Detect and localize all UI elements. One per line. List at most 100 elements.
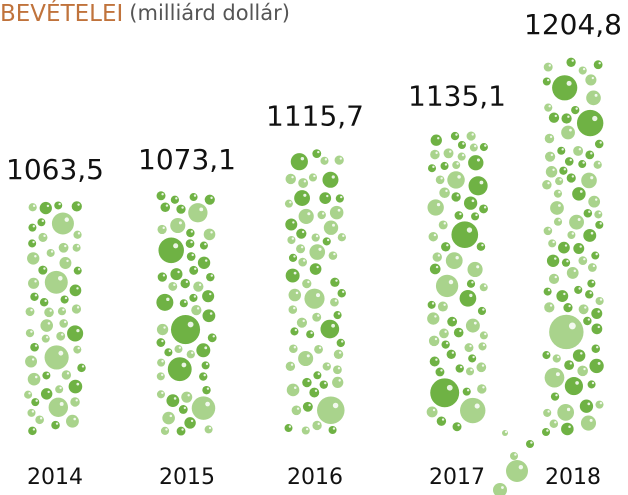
bubble-shine (212, 335, 215, 338)
bubble (311, 233, 320, 242)
bubble-shine (205, 362, 209, 366)
bubble-shine (209, 312, 213, 315)
bubble-shine (431, 302, 435, 305)
bubble (302, 377, 312, 388)
bubble (447, 316, 458, 327)
bubble-shine (292, 221, 295, 224)
bubble-shine (59, 402, 64, 406)
bubble-shine (162, 226, 165, 230)
bubble (435, 367, 445, 377)
bubble (328, 251, 338, 260)
bubble-shine (210, 231, 213, 234)
bubble (298, 350, 314, 367)
bubble (207, 333, 217, 343)
bubble-shine (466, 227, 473, 233)
bubble (542, 180, 552, 190)
bubble-shine (583, 367, 586, 371)
bubble-shine (203, 373, 206, 377)
bubble-shine (165, 204, 169, 207)
bubble (54, 201, 63, 210)
bubble (432, 252, 442, 262)
bubble-shine (597, 162, 601, 165)
bubble (69, 284, 82, 297)
bubble (296, 228, 307, 239)
bubble-shine (435, 358, 438, 361)
bubble-shine (556, 355, 560, 359)
bubble-shine (77, 203, 80, 206)
bubble-shine (589, 418, 593, 422)
value-label: 1115,7 (266, 99, 364, 132)
bubble-shine (288, 425, 292, 428)
bubble-shine (597, 361, 601, 365)
bubble-shine (434, 337, 438, 341)
bubble-shine (166, 297, 170, 302)
bubble-shine (318, 346, 322, 350)
bubble (61, 370, 72, 380)
bubble-shine (599, 401, 603, 405)
bubble-column (156, 191, 217, 436)
bubble-shine (161, 360, 164, 363)
bubble-shine (32, 240, 35, 244)
bubble-column (426, 131, 488, 432)
bubble (440, 161, 449, 171)
bubble-shine (58, 350, 64, 356)
bubble (451, 221, 479, 249)
bubble (544, 367, 565, 388)
bubble (428, 231, 438, 242)
bubble-shine (472, 355, 475, 359)
bubble-shine (433, 233, 437, 237)
bubble (460, 397, 486, 424)
bubble-shine (435, 265, 439, 269)
bubble (28, 426, 37, 436)
bubble-shine (470, 368, 473, 372)
bubble (462, 387, 471, 396)
bubble-shine (66, 259, 69, 263)
bubble-shine (554, 114, 558, 118)
bubble-shine (317, 422, 320, 426)
bubble (548, 112, 560, 123)
bubble-shine (46, 372, 49, 376)
bubble-shine (178, 221, 182, 225)
bubble (502, 430, 508, 436)
bubble-shine (594, 93, 598, 97)
bubble (441, 242, 451, 252)
bubble (564, 376, 583, 396)
bubble-shine (599, 222, 602, 225)
bubble-shine (466, 388, 470, 392)
bubble (333, 349, 344, 360)
bubble-shine (294, 328, 298, 332)
bubble-shine (584, 306, 587, 309)
bubble-shine (333, 252, 336, 256)
bubble (593, 60, 603, 70)
bubble (308, 173, 318, 182)
bubble-shine (481, 243, 484, 247)
bubble (31, 398, 40, 407)
bubble (335, 194, 344, 203)
bubble (437, 301, 448, 312)
bubble-shine (50, 250, 54, 253)
bubble-shine (437, 254, 441, 257)
bubble (553, 217, 563, 226)
bubble (585, 150, 595, 160)
bubble-shine (547, 410, 550, 413)
bubble (48, 397, 68, 418)
bubble (298, 178, 309, 188)
bubble (301, 426, 310, 435)
bubble-shine (482, 308, 485, 311)
bubble (322, 237, 331, 246)
bubble (72, 243, 81, 252)
bubble-shine (571, 59, 574, 62)
bubble (44, 307, 54, 318)
bubble (573, 145, 584, 156)
chart-subtitle: (milliárd dollár) (129, 1, 290, 25)
bubble-shine (587, 318, 591, 321)
bubble (587, 380, 596, 389)
bubble-shine (49, 309, 52, 312)
bubble (51, 420, 60, 430)
bubble (199, 241, 208, 250)
bubble (309, 263, 322, 275)
bubble (591, 344, 600, 353)
bubble (583, 208, 593, 218)
bubble (427, 300, 436, 309)
bubble-shine (209, 292, 212, 296)
